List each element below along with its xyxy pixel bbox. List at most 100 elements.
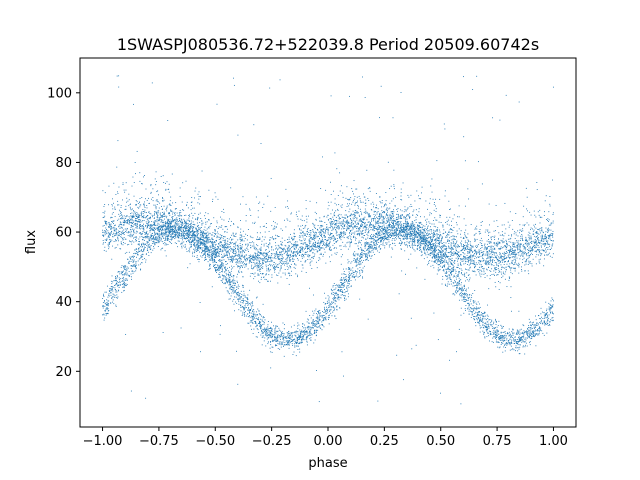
- data-point: [214, 251, 216, 253]
- data-point: [259, 237, 261, 239]
- data-point: [132, 216, 134, 217]
- data-point: [535, 236, 537, 238]
- data-point: [205, 241, 207, 243]
- data-point: [232, 255, 234, 257]
- data-point: [536, 231, 538, 233]
- data-point: [436, 229, 438, 231]
- data-point: [481, 247, 483, 248]
- data-point: [463, 237, 465, 239]
- data-point: [446, 247, 448, 249]
- data-point: [524, 246, 526, 248]
- data-point: [297, 253, 299, 255]
- data-point: [263, 252, 265, 254]
- data-point: [509, 258, 511, 260]
- data-point: [229, 254, 230, 256]
- data-point: [276, 274, 277, 276]
- data-point: [339, 236, 340, 238]
- data-point: [364, 216, 366, 218]
- data-point: [379, 215, 381, 217]
- data-point: [355, 212, 356, 214]
- data-point: [254, 276, 256, 277]
- data-point: [312, 245, 314, 247]
- data-point: [429, 236, 431, 237]
- data-point: [108, 227, 110, 228]
- data-point: [137, 221, 139, 223]
- data-point: [444, 248, 446, 250]
- data-point: [545, 231, 547, 233]
- data-point: [234, 259, 236, 261]
- data-point: [321, 233, 323, 235]
- data-point: [443, 255, 445, 257]
- data-point: [237, 247, 239, 249]
- data-point: [123, 232, 125, 233]
- data-point: [470, 256, 471, 258]
- data-point: [199, 222, 201, 223]
- data-point: [438, 260, 440, 262]
- data-point: [283, 247, 285, 249]
- data-point: [143, 227, 145, 229]
- data-point: [171, 238, 173, 240]
- data-point: [469, 257, 471, 259]
- data-point: [114, 216, 116, 218]
- data-point: [111, 227, 113, 229]
- data-point: [183, 218, 185, 220]
- data-point: [220, 242, 222, 244]
- data-point: [310, 237, 312, 239]
- data-point: [346, 227, 348, 229]
- data-point: [288, 244, 290, 246]
- data-point: [123, 219, 125, 221]
- data-point: [338, 235, 340, 237]
- data-point: [486, 251, 488, 253]
- data-point: [194, 251, 196, 253]
- data-point: [511, 242, 513, 244]
- data-point: [141, 225, 143, 227]
- data-point: [537, 249, 538, 251]
- data-point: [132, 208, 133, 210]
- data-point: [457, 263, 459, 265]
- data-point: [382, 210, 384, 212]
- data-point: [371, 218, 373, 220]
- data-point: [196, 217, 198, 219]
- data-point: [293, 247, 295, 249]
- data-point: [513, 246, 515, 248]
- data-point: [326, 216, 328, 218]
- data-point: [544, 211, 545, 213]
- data-point: [431, 229, 432, 231]
- data-point: [364, 225, 366, 227]
- data-point: [235, 263, 237, 265]
- data-point: [164, 224, 166, 226]
- data-point: [208, 257, 210, 259]
- data-point: [389, 222, 390, 224]
- data-point: [380, 236, 381, 238]
- data-point: [214, 247, 216, 248]
- data-point: [529, 246, 531, 248]
- data-point: [151, 235, 153, 236]
- data-point: [384, 218, 385, 220]
- data-point: [486, 248, 488, 250]
- data-point: [156, 227, 158, 229]
- data-point: [270, 269, 272, 271]
- data-point: [111, 230, 112, 232]
- data-point: [339, 234, 341, 236]
- data-point: [196, 225, 198, 227]
- data-point: [129, 220, 130, 222]
- data-point: [403, 238, 405, 240]
- data-point: [330, 233, 332, 234]
- data-point: [441, 250, 443, 252]
- data-point: [168, 241, 170, 243]
- data-point: [483, 269, 485, 271]
- data-point: [308, 247, 310, 249]
- data-point: [400, 233, 402, 235]
- data-point: [463, 248, 465, 250]
- data-point: [345, 222, 347, 224]
- data-point: [453, 237, 455, 239]
- data-point: [358, 241, 360, 243]
- data-point: [424, 248, 426, 250]
- data-point: [388, 219, 390, 221]
- data-point: [173, 212, 175, 214]
- data-point: [412, 233, 413, 235]
- data-point: [430, 230, 432, 232]
- data-point: [275, 242, 276, 244]
- data-point: [239, 234, 241, 236]
- data-point: [257, 257, 259, 258]
